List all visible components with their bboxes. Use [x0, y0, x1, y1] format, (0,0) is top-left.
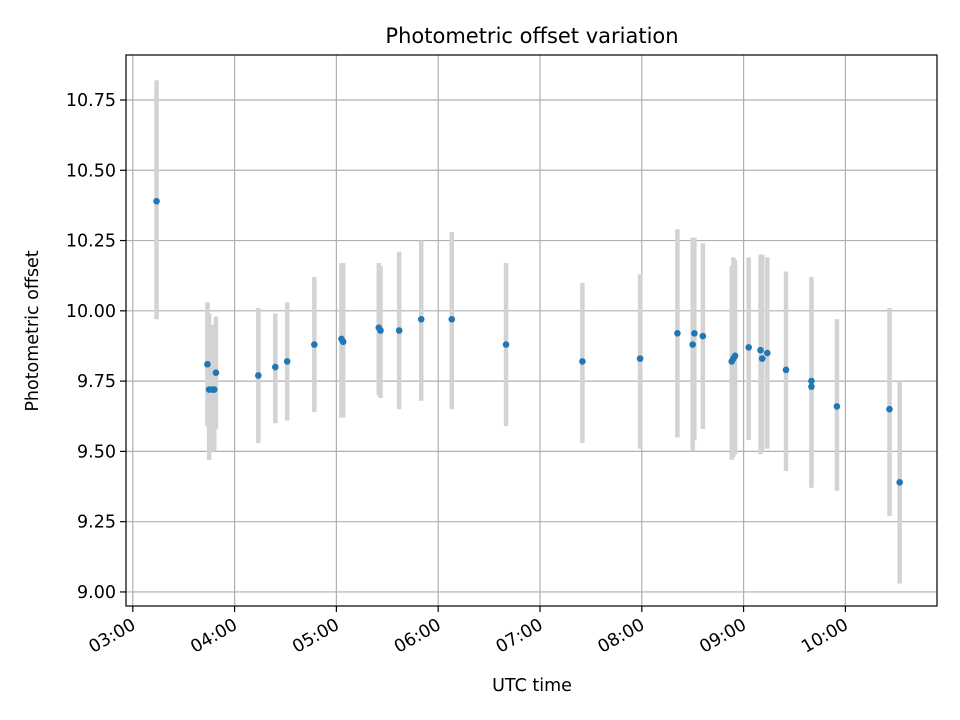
data-point [502, 341, 510, 348]
data-point [731, 352, 739, 360]
data-point [782, 366, 790, 374]
y-axis-label: Photometric offset [23, 250, 43, 411]
x-axis-label: UTC time [492, 676, 572, 696]
data-point [764, 349, 771, 357]
data-point [377, 327, 384, 334]
data-point [311, 341, 318, 348]
data-point [204, 360, 211, 368]
y-tick-label: 10.75 [66, 91, 116, 111]
data-point [896, 479, 903, 486]
data-point [339, 338, 347, 346]
y-axis-ticks: 9.00 9.25 9.50 9.75 10.00 10.25 10.50 10.75 [66, 91, 126, 603]
data-point [153, 197, 160, 205]
data-point [283, 358, 291, 365]
data-points [153, 197, 903, 486]
data-point [636, 355, 644, 362]
y-tick-label: 10.25 [66, 232, 116, 252]
data-point [691, 330, 698, 337]
data-point [272, 363, 279, 371]
data-point [210, 386, 218, 393]
data-point [808, 383, 815, 391]
plot-frame [125, 54, 938, 607]
y-tick-label: 10.50 [66, 161, 116, 181]
y-tick-label: 9.75 [77, 372, 116, 392]
data-point [757, 346, 764, 354]
y-tick-label: 10.00 [66, 302, 116, 322]
data-point [255, 372, 262, 379]
data-point [758, 355, 766, 362]
data-point [886, 405, 893, 413]
data-point [745, 344, 752, 351]
data-point [689, 341, 696, 348]
y-tick-label: 9.25 [77, 513, 116, 533]
data-point [417, 315, 425, 323]
data-point [579, 358, 586, 365]
data-point [395, 327, 403, 334]
data-point [699, 332, 707, 340]
chart-title: Photometric offset variation [385, 24, 678, 48]
data-point [808, 377, 815, 385]
y-tick-label: 9.50 [77, 442, 116, 462]
data-point [833, 403, 841, 410]
y-tick-label: 9.00 [77, 583, 116, 603]
data-point [448, 315, 456, 323]
data-point [674, 330, 681, 337]
data-point [212, 369, 220, 376]
